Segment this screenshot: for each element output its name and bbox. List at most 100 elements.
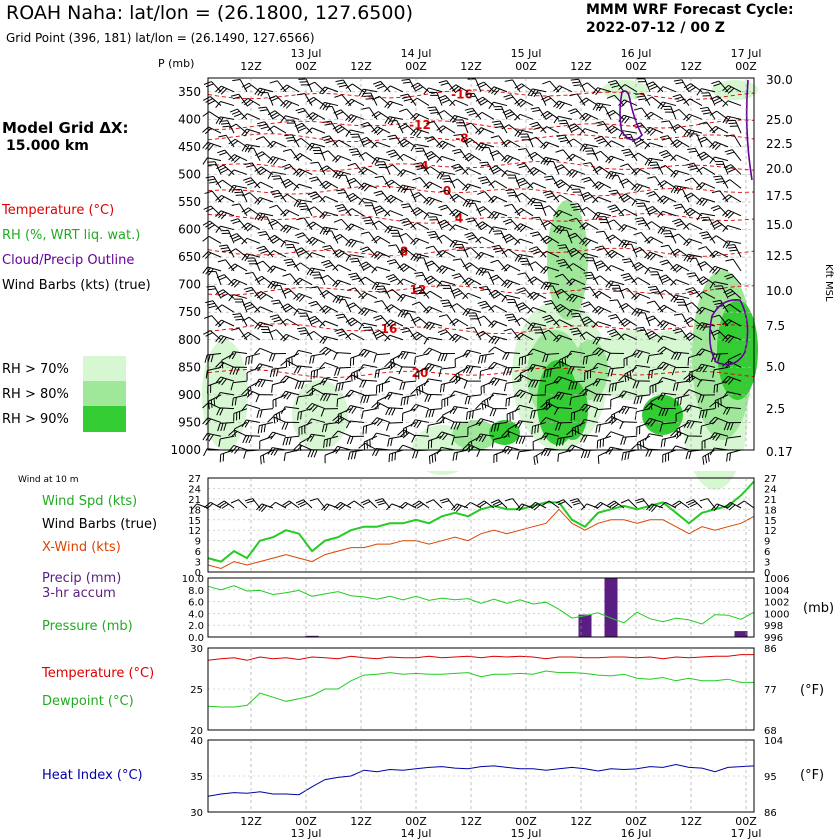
precip-tick-left: 10.0: [182, 574, 204, 585]
sounding-wind-barb-flag: [584, 274, 593, 277]
sounding-wind-barb-flag: [700, 426, 702, 435]
sounding-wind-barb-flag: [531, 216, 540, 219]
sounding-wind-barb-flag: [293, 168, 300, 175]
sounding-wind-barb-flag: [711, 314, 720, 319]
sounding-wind-barb-flag: [397, 169, 404, 177]
sounding-wind-barb-flag: [475, 236, 482, 243]
sounding-wind-barb-flag: [683, 420, 689, 428]
sounding-wind-barb-flag: [202, 251, 209, 258]
sounding-wind-barb: [623, 130, 638, 134]
sounding-wind-barb-flag: [664, 408, 669, 417]
sounding-wind-barb-flag: [494, 250, 503, 253]
sounding-wind-barb-flag: [208, 164, 217, 166]
sounding-wind-barb-flag: [436, 110, 445, 115]
sounding-wind-barb-flag: [322, 245, 331, 248]
sounding-wind-barb-flag: [296, 154, 303, 161]
sounding-wind-barb-flag: [254, 197, 261, 204]
sounding-wind-barb-flag: [533, 126, 542, 130]
sounding-wind-barb-flag: [219, 120, 228, 122]
sounding-wind-barb-flag: [556, 392, 562, 400]
sounding-wind-barb-flag: [592, 181, 599, 188]
sounding-wind-barb: [650, 126, 664, 134]
sounding-wind-barb-flag: [685, 451, 689, 460]
sounding-wind-barb-flag: [623, 436, 627, 445]
sounding-wind-barb-flag: [531, 248, 539, 253]
sounding-wind-barb-flag: [462, 152, 470, 159]
sounding-wind-barb-flag: [254, 212, 260, 220]
sounding-wind-barb-flag: [300, 411, 302, 420]
sounding-wind-barb-flag: [300, 381, 305, 389]
sounding-wind-barb-flag: [595, 167, 603, 174]
sounding-wind-barb-flag: [676, 223, 685, 227]
sounding-wind-barb: [442, 140, 456, 148]
sounding-wind-barb-flag: [345, 317, 353, 323]
sounding-wind-barb: [512, 79, 521, 93]
sounding-wind-barb-flag: [581, 389, 589, 396]
sounding-wind-barb-flag: [243, 450, 247, 459]
sounding-wind-barb-flag: [231, 110, 240, 115]
sounding-wind-barb: [714, 416, 729, 423]
sounding-wind-barb-flag: [220, 293, 229, 298]
sounding-wind-barb-flag: [322, 212, 328, 220]
sounding-wind-barb: [681, 313, 690, 327]
sounding-wind-barb-flag: [280, 193, 288, 200]
sounding-wind-barb-flag: [715, 433, 721, 441]
sounding-wind-barb-flag: [620, 437, 624, 445]
sounding-wind-barb: [571, 184, 586, 189]
sounding-wind-barb: [264, 121, 274, 134]
sounding-wind-barb-flag: [685, 287, 694, 291]
sounding-wind-barb-flag: [397, 429, 404, 436]
sounding-wind-barb-flag: [372, 95, 380, 101]
sounding-wind-barb-flag: [255, 136, 264, 141]
sounding-wind-barb-flag: [268, 95, 277, 100]
sounding-wind-barb-flag: [725, 134, 734, 137]
sounding-wind-barb-flag: [710, 95, 718, 100]
sounding-wind-barb: [441, 431, 456, 437]
sounding-wind-barb-flag: [698, 410, 702, 419]
sounding-wind-barb-flag: [702, 456, 705, 465]
sounding-wind-barb: [727, 406, 742, 410]
sounding-wind-barb-flag: [371, 235, 379, 242]
sounding-wind-barb-flag: [514, 420, 520, 429]
sounding-wind-barb-flag: [334, 328, 343, 332]
sounding-wind-barb-flag: [413, 356, 416, 365]
sounding-wind-barb-flag: [484, 354, 487, 363]
surface-wind-barb: [317, 498, 326, 509]
sounding-wind-barb-flag: [232, 366, 237, 375]
sounding-wind-barb-flag: [363, 219, 372, 222]
sounding-wind-barb: [520, 207, 534, 217]
sounding-wind-barb-flag: [337, 82, 346, 85]
sounding-wind-barb: [548, 205, 560, 217]
sounding-wind-barb: [714, 156, 729, 162]
sounding-wind-barb: [428, 362, 443, 368]
sounding-wind-barb: [221, 361, 235, 368]
sounding-wind-barb-flag: [308, 389, 316, 396]
sounding-wind-barb: [546, 126, 560, 134]
sounding-wind-barb-flag: [594, 409, 598, 418]
sounding-wind-barb: [272, 380, 287, 386]
surface-wind-barb-flag: [451, 503, 458, 511]
sounding-wind-barb-flag: [709, 432, 715, 440]
sounding-wind-barb: [675, 380, 690, 384]
sounding-wind-barb-flag: [449, 333, 456, 341]
sounding-wind-barb-flag: [321, 348, 329, 355]
sounding-wind-barb-flag: [348, 319, 356, 325]
sounding-wind-barb-flag: [680, 396, 682, 405]
sounding-wind-barb-flag: [543, 222, 551, 228]
sounding-wind-barb: [652, 315, 664, 327]
sounding-wind-barb-flag: [241, 404, 248, 412]
sounding-wind-barb-flag: [527, 88, 533, 96]
surface-wind-barb-flag: [258, 504, 265, 512]
sounding-wind-barb-flag: [515, 302, 523, 307]
sounding-wind-barb-flag: [241, 144, 247, 152]
sounding-wind-barb-flag: [426, 277, 434, 283]
sounding-wind-barb-flag: [553, 100, 560, 108]
sounding-wind-barb-flag: [384, 225, 390, 233]
sounding-wind-barb-flag: [475, 127, 482, 134]
sounding-wind-barb-flag: [594, 135, 602, 140]
sounding-wind-barb: [338, 264, 352, 272]
sounding-wind-barb-flag: [442, 433, 448, 441]
sounding-wind-barb-flag: [371, 141, 378, 149]
surface-wind-barb-flag: [609, 502, 617, 508]
